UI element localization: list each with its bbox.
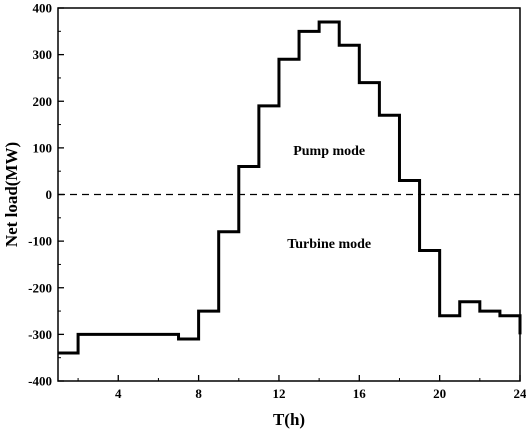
- axes: -400 -300 -200 -100 0 100 200 300 400 4 8 12 16 20 24 T…: [2, 1, 526, 430]
- y-tick-label: 400: [33, 1, 53, 16]
- y-tick-label: 0: [46, 187, 53, 202]
- turbine-mode-label: Turbine mode: [287, 237, 371, 252]
- x-axis-title: T(h): [273, 410, 305, 429]
- x-tick-label: 8: [195, 386, 202, 401]
- y-axis-title: Net load(MW): [2, 142, 21, 247]
- x-tick-label: 4: [115, 386, 122, 401]
- y-tick-label: -200: [28, 280, 52, 295]
- annotations: Pump mode Turbine mode: [287, 144, 371, 252]
- y-tick-label: 200: [33, 94, 53, 109]
- y-tick-label: -400: [28, 374, 52, 389]
- y-tick-label: 300: [33, 47, 53, 62]
- y-tick-label: -100: [28, 234, 52, 249]
- x-tick-label: 16: [353, 386, 367, 401]
- x-tick-label: 24: [514, 386, 526, 401]
- pump-mode-label: Pump mode: [293, 144, 365, 159]
- x-tick-label: 12: [272, 386, 285, 401]
- y-tick-label: 100: [33, 140, 53, 155]
- y-tick-label: -300: [28, 327, 52, 342]
- x-tick-label: 20: [433, 386, 446, 401]
- plot-area: [58, 20, 522, 355]
- net-load-series-line: [58, 20, 522, 355]
